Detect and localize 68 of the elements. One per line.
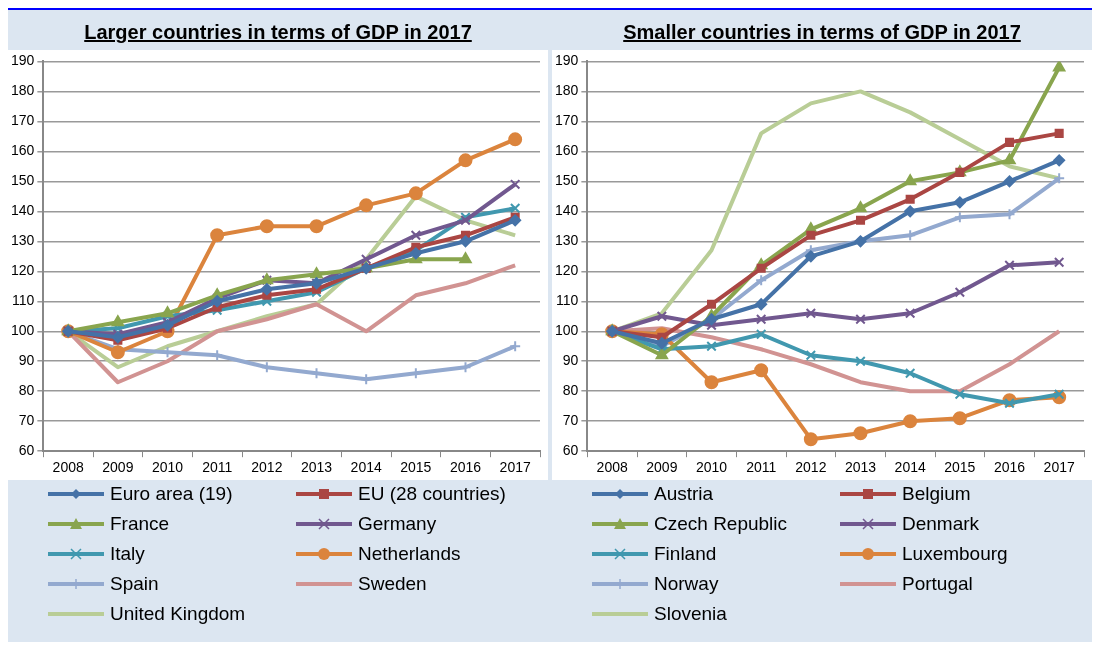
x-tick-label: 2008 (596, 459, 628, 476)
legend-label: Spain (110, 573, 159, 595)
y-tick-label: 90 (18, 352, 35, 369)
y-tick-label: 110 (12, 292, 35, 309)
y-tick-label: 160 (555, 142, 579, 159)
legend-label: Netherlands (358, 543, 461, 565)
legend-label: Italy (110, 543, 145, 565)
y-tick-label: 110 (556, 292, 579, 309)
y-tick-label: 120 (555, 262, 579, 279)
y-tick-label: 140 (11, 202, 35, 219)
x-tick-label: 2011 (202, 459, 233, 476)
legend-label: Luxembourg (902, 543, 1008, 565)
legend-label: Finland (654, 543, 717, 565)
y-tick-label: 140 (555, 202, 579, 219)
y-tick-label: 80 (562, 382, 579, 399)
x-tick-label: 2012 (795, 459, 827, 476)
x-tick-label: 2009 (646, 459, 678, 476)
chart-title: Smaller countries in terms of GDP in 2017 (622, 20, 1022, 45)
y-tick-label: 190 (555, 52, 579, 69)
y-tick-label: 150 (555, 172, 579, 189)
y-tick-label: 90 (562, 352, 579, 369)
x-tick-label: 2010 (151, 459, 184, 476)
legend-label: Slovenia (654, 603, 727, 625)
y-tick-label: 160 (11, 142, 35, 159)
x-tick-label: 2010 (695, 459, 728, 476)
x-tick-label: 2014 (894, 459, 926, 476)
y-tick-label: 180 (11, 82, 35, 99)
legend-label: Norway (654, 573, 719, 595)
y-tick-label: 130 (11, 232, 35, 249)
y-tick-label: 80 (18, 382, 35, 399)
x-tick-label: 2015 (400, 459, 432, 476)
y-tick-label: 100 (11, 322, 35, 339)
x-tick-label: 2017 (499, 459, 531, 476)
legend-label: Austria (654, 483, 714, 505)
y-tick-label: 60 (18, 442, 35, 459)
legend-label: Sweden (358, 573, 427, 595)
y-tick-label: 70 (562, 412, 579, 429)
y-tick-label: 130 (555, 232, 579, 249)
x-tick-label: 2017 (1043, 459, 1075, 476)
legend-label: Germany (358, 513, 437, 535)
y-tick-label: 190 (11, 52, 35, 69)
y-tick-label: 60 (562, 442, 579, 459)
legend-label: United Kingdom (110, 603, 246, 625)
legend-label: Denmark (902, 513, 980, 535)
y-tick-label: 170 (11, 112, 35, 129)
legend-label: France (110, 513, 170, 535)
x-tick-label: 2009 (102, 459, 134, 476)
x-tick-label: 2015 (944, 459, 976, 476)
y-tick-label: 120 (11, 262, 35, 279)
y-tick-label: 150 (11, 172, 35, 189)
legend-label: Belgium (902, 483, 971, 505)
legend-label: EU (28 countries) (358, 483, 506, 505)
x-tick-label: 2013 (300, 459, 333, 476)
y-tick-label: 180 (555, 82, 579, 99)
y-tick-label: 170 (555, 112, 579, 129)
legend-label: Euro area (19) (110, 483, 233, 505)
x-tick-label: 2016 (449, 459, 482, 476)
x-tick-label: 2014 (350, 459, 382, 476)
x-tick-label: 2013 (844, 459, 877, 476)
y-tick-label: 100 (555, 322, 579, 339)
x-tick-label: 2011 (746, 459, 777, 476)
x-tick-label: 2016 (993, 459, 1026, 476)
y-tick-label: 70 (18, 412, 35, 429)
chart-title: Larger countries in terms of GDP in 2017 (83, 20, 473, 45)
legend-label: Portugal (902, 573, 973, 595)
x-tick-label: 2008 (52, 459, 84, 476)
legend-label: Czech Republic (654, 513, 788, 535)
x-tick-label: 2012 (251, 459, 283, 476)
